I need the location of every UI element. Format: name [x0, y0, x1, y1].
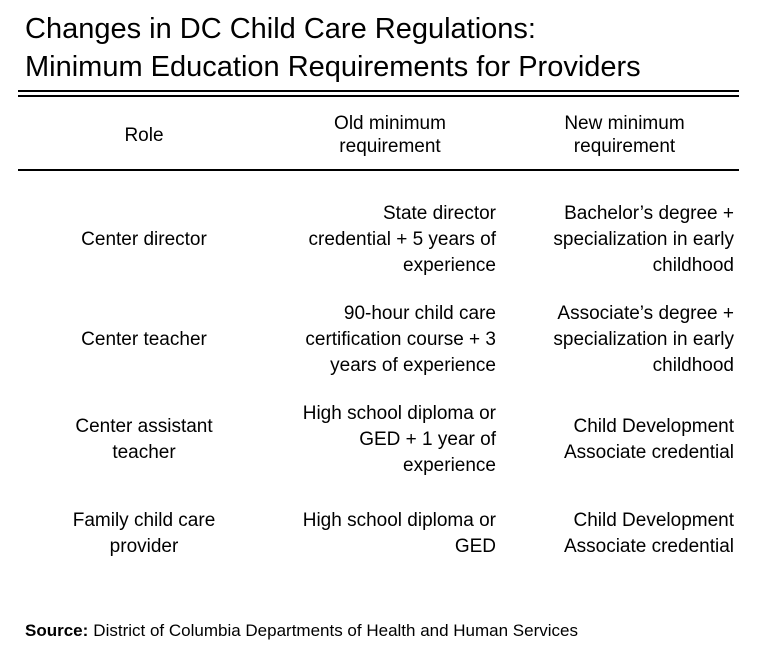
role-cell: Center assistant teacher — [75, 416, 213, 463]
new-requirement-cell: Child Development Associate credential — [563, 416, 734, 463]
title-line-1: Changes in DC Child Care Regulations: — [25, 13, 536, 45]
source-label: Source: — [25, 621, 89, 640]
role-cell: Family child care provider — [72, 510, 216, 557]
old-requirement-cell: High school diploma or GED — [302, 510, 496, 557]
table-row-center-director: Center director State director credentia… — [18, 170, 739, 290]
title-divider-double-rule — [18, 90, 739, 97]
new-requirement-cell: Child Development Associate credential — [563, 510, 734, 557]
role-cell: Center teacher — [81, 329, 207, 350]
requirements-table: Role Old minimum requirement New minimum… — [18, 97, 739, 570]
old-requirement-cell: 90-hour child care certification course … — [305, 303, 496, 376]
source-note: Source: District of Columbia Departments … — [25, 620, 766, 641]
header-row: Role Old minimum requirement New minimum… — [18, 97, 739, 171]
new-requirement-cell: Associate’s degree + specialization in e… — [553, 303, 734, 376]
table-row-family-child-care-provider: Family child care provider High school d… — [18, 490, 739, 570]
source-text: District of Columbia Departments of Heal… — [93, 621, 578, 640]
new-requirement-cell: Bachelor’s degree + specialization in ea… — [553, 203, 734, 276]
table-row-center-teacher: Center teacher 90-hour child care certif… — [18, 290, 739, 390]
title-line-2: Minimum Education Requirements for Provi… — [25, 51, 641, 83]
old-requirement-cell: High school diploma or GED + 1 year of e… — [302, 403, 496, 476]
column-header-new-minimum: New minimum requirement — [510, 97, 739, 171]
column-header-old-minimum: Old minimum requirement — [270, 97, 510, 171]
table-row-center-assistant-teacher: Center assistant teacher High school dip… — [18, 390, 739, 490]
role-cell: Center director — [81, 229, 207, 250]
figure-title: Changes in DC Child Care Regulations: Mi… — [25, 10, 766, 86]
old-requirement-cell: State director credential + 5 years of e… — [308, 203, 496, 276]
column-header-role: Role — [18, 97, 270, 171]
